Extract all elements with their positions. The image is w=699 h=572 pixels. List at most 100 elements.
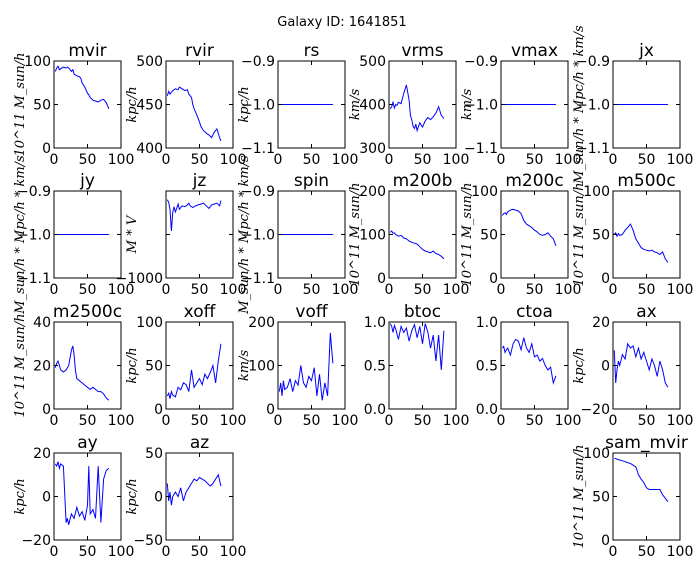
panel-title: vrms [401,41,443,61]
y-axis-label: kpc/h [125,478,140,514]
x-tick-label: 50 [79,282,97,298]
y-tick-label: 100 [359,228,386,244]
panel-title: m200c [505,171,563,191]
series-line [613,223,669,263]
axes-frame [500,190,569,279]
y-axis-label: M_sun/h * Mpc/h * km/s [237,155,252,315]
series-line [166,199,222,232]
panel-rs: rs 0 50 100 −1.1 −1.0 −0.9 kpc/h [237,41,358,168]
x-tick-label: 50 [526,413,544,429]
y-axis-label: 10^11 M_sun/h [348,182,363,286]
y-tick-label: 20 [33,446,51,462]
panel-title: jy [79,171,95,191]
y-tick-label: 200 [248,315,275,331]
y-tick-label: 50 [145,359,163,375]
y-tick-label: 0 [489,271,498,287]
y-tick-label: 100 [136,315,163,331]
y-axis-label: kpc/h [13,478,28,514]
axes-frame [165,452,234,541]
x-tick-label: 100 [667,152,694,168]
axes-frame [500,321,569,410]
y-tick-label: −0.9 [241,54,275,70]
x-tick-label: 0 [497,152,506,168]
series-line [54,345,110,401]
series-line [614,457,669,502]
y-tick-label: 50 [480,228,498,244]
y-tick-label: 50 [592,228,610,244]
figure-suptitle: Galaxy ID: 1641851 [277,15,406,30]
y-tick-label: 50 [592,490,610,506]
y-tick-label: −0.9 [17,184,51,200]
x-tick-label: 0 [385,413,394,429]
x-tick-label: 100 [332,152,359,168]
panel-btoc: btoc 0 50 100 0.0 0.5 1.0 [364,302,470,429]
x-tick-label: 0 [609,413,618,429]
y-axis-label: kpc/h [237,86,252,122]
x-tick-label: 100 [443,152,470,168]
x-tick-label: 100 [443,282,470,298]
x-tick-label: 100 [667,544,694,560]
y-tick-label: 100 [471,184,498,200]
panel-title: m500c [617,171,675,191]
x-tick-label: 0 [385,152,394,168]
x-tick-label: 0 [274,282,283,298]
y-tick-label: 0.0 [476,402,498,418]
panel-title: m200b [393,171,453,191]
y-tick-label: −1.1 [17,271,51,287]
x-tick-label: 50 [191,152,209,168]
y-tick-label: 500 [136,54,163,70]
x-tick-label: 50 [414,282,432,298]
x-tick-label: 0 [50,413,59,429]
panel-title: mvir [68,41,106,61]
x-tick-label: 100 [667,282,694,298]
panel-vrms: vrms 0 50 100 300 400 500 km/s [348,41,469,168]
y-axis-label: M * V [125,214,140,254]
series-line [389,322,445,370]
y-tick-label: −0.9 [241,184,275,200]
y-axis-label: km/s [237,350,252,382]
panel-title: ay [77,433,97,453]
y-tick-label: −1.0 [464,98,498,114]
y-tick-label: −20 [21,533,51,549]
y-tick-label: −1.1 [241,141,275,157]
panel-spin: spin 0 50 100 −1.1 −1.0 −0.9M_sun/h * Mpc/h * … [237,155,358,315]
panel-title: voff [295,302,328,322]
panel-title: xoff [184,302,217,322]
y-tick-label: 50 [33,98,51,114]
y-tick-label: 500 [359,54,386,70]
x-tick-label: 100 [667,413,694,429]
y-axis-label: km/s [348,89,363,121]
x-tick-label: 0 [274,413,283,429]
x-tick-label: 50 [191,544,209,560]
x-tick-label: 100 [332,282,359,298]
panel-rvir: rvir 0 50 100 400 450 500 kpc/h [125,41,246,168]
x-tick-label: 0 [609,544,618,560]
panel-vmax: vmax 0 50 100 −1.1 −1.0 −0.9 km/s [460,41,581,168]
x-tick-label: 100 [108,282,135,298]
y-tick-label: 20 [592,315,610,331]
y-tick-label: −1.1 [241,271,275,287]
y-axis-label: 10^11 M_sun/h [572,182,587,286]
y-tick-label: 50 [145,446,163,462]
panel-title: jz [192,171,207,191]
x-tick-label: 50 [414,152,432,168]
x-tick-label: 100 [220,152,247,168]
x-tick-label: 0 [609,282,618,298]
x-tick-label: 50 [191,413,209,429]
y-axis-label: kpc/h [572,347,587,383]
y-tick-label: 100 [248,359,275,375]
y-tick-label: 450 [136,98,163,114]
x-tick-label: 100 [220,282,247,298]
y-tick-label: 0 [154,402,163,418]
x-tick-label: 50 [638,282,656,298]
x-tick-label: 100 [220,544,247,560]
y-tick-label: 1.0 [364,315,386,331]
x-tick-label: 50 [303,282,321,298]
y-tick-label: −1.0 [576,98,610,114]
axes-frame [165,60,234,149]
